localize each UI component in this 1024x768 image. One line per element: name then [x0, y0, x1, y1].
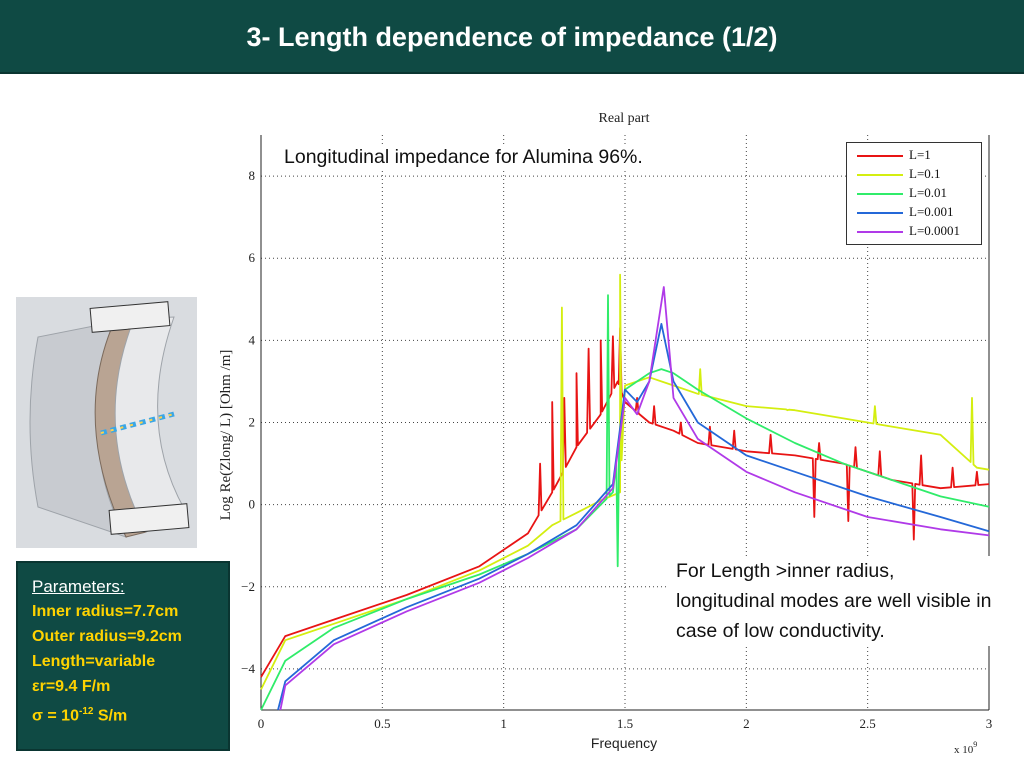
y-tick-label: 2 [249, 415, 256, 430]
x-tick-label: 3 [986, 716, 993, 731]
legend-label: L=1 [909, 147, 931, 162]
x-tick-label: 1 [500, 716, 507, 731]
chart-series [260, 273, 990, 711]
legend-item-L1: L=1 [847, 147, 981, 165]
cylinder-mesh-image [16, 297, 197, 548]
legend-label: L=0.1 [909, 166, 941, 181]
y-tick-label: 4 [249, 332, 256, 347]
series-line-L=0.1 [260, 273, 990, 690]
legend-item-L0.01: L=0.01 [847, 185, 981, 203]
series-line-L=0.001 [277, 323, 990, 711]
parameters-box: Parameters: Inner radius=7.7cm Outer rad… [16, 561, 230, 751]
legend-swatch [857, 155, 903, 157]
legend-swatch [857, 193, 903, 195]
param-outer-radius: Outer radius=9.2cm [32, 628, 182, 645]
legend-label: L=0.01 [909, 185, 948, 200]
x-axis-label: Frequency [591, 735, 657, 751]
legend-swatch [857, 231, 903, 233]
x-tick-label: 2 [743, 716, 750, 731]
legend-item-L0.001: L=0.001 [847, 204, 981, 222]
series-line-L=0.0001 [279, 286, 990, 711]
param-permittivity: εr=9.4 F/m [32, 678, 111, 695]
y-tick-label: 8 [249, 168, 256, 183]
param-inner-radius: Inner radius=7.7cm [32, 603, 179, 620]
chart-tick-labels: 0 0.5 1 1.5 2 2.5 3 −4 −2 0 2 4 6 8 [241, 168, 992, 731]
series-line-L=0.01 [260, 294, 990, 711]
x-tick-label: 1.5 [617, 716, 633, 731]
y-tick-label: 6 [249, 250, 256, 265]
chart-gridlines [261, 135, 989, 710]
chart-legend: L=1 L=0.1 L=0.01 L=0.001 L=0.0001 [846, 142, 982, 245]
x-tick-label: 0.5 [374, 716, 390, 731]
param-conductivity: σ = 10-12 S/m [32, 706, 128, 725]
legend-label: L=0.0001 [909, 223, 961, 238]
legend-swatch [857, 212, 903, 214]
chart-title: Real part [599, 111, 650, 126]
y-tick-label: 0 [249, 497, 256, 512]
slide-title: 3- Length dependence of impedance (1/2) [246, 22, 778, 52]
chart-annotation: Longitudinal impedance for Alumina 96%. [284, 146, 643, 169]
x-tick-label: 0 [258, 716, 265, 731]
x-multiplier: x 109 [954, 740, 977, 755]
legend-swatch [857, 174, 903, 176]
x-tick-label: 2.5 [860, 716, 876, 731]
y-axis-label: Log Re(Zlong/ L) [Ohm /m] [218, 350, 234, 521]
legend-label: L=0.001 [909, 204, 954, 219]
title-bar: 3- Length dependence of impedance (1/2) [0, 0, 1024, 74]
y-tick-label: −2 [241, 579, 255, 594]
conclusion-note: For Length >inner radius, longitudinal m… [668, 556, 996, 646]
parameters-heading: Parameters: [32, 577, 125, 596]
param-length: Length=variable [32, 653, 156, 670]
legend-item-L0.0001: L=0.0001 [847, 223, 981, 241]
y-tick-label: −4 [241, 661, 255, 676]
legend-item-L0.1: L=0.1 [847, 166, 981, 184]
impedance-chart: Real part 0 0.5 1 1.5 2 2.5 3 −4 −2 0 2 4 6 8 Frequen… [218, 111, 992, 755]
